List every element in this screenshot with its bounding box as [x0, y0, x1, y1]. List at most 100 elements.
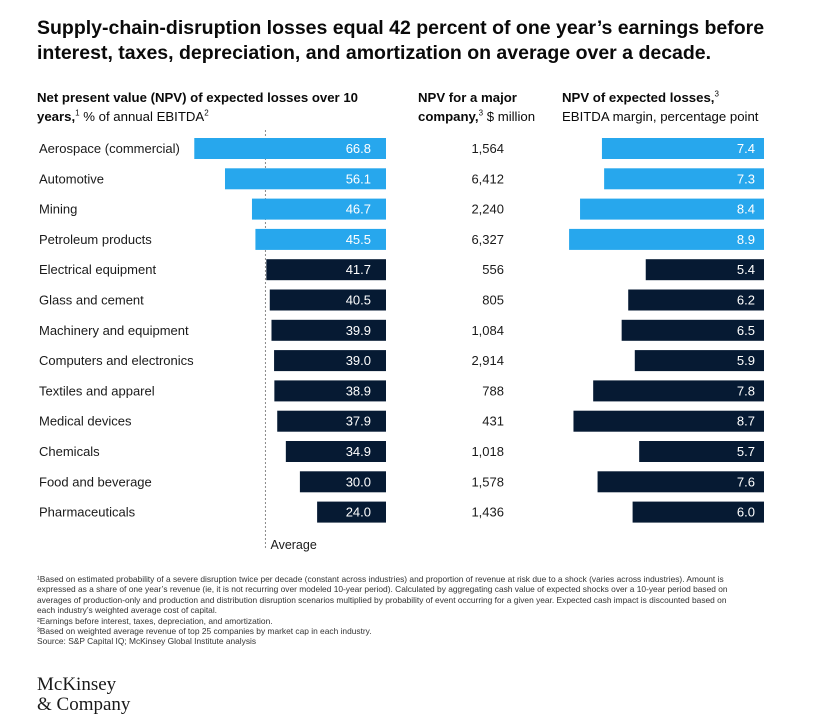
ebitda-margin-value-label: 5.7 — [737, 444, 755, 459]
header-ebitda-margin: NPV of expected losses,3 EBITDA margin, p… — [562, 88, 792, 126]
header-ebitda-sup: 3 — [714, 89, 719, 99]
npv-pct-bar — [224, 168, 386, 190]
header-npv-major-bold: NPV for a major company, — [418, 90, 517, 124]
footnotes: ¹Based on estimated probability of a sev… — [37, 574, 737, 647]
header-npv-pct-sup: 1 — [75, 108, 80, 118]
ebitda-margin-bar — [632, 501, 764, 523]
header-ebitda-bold: NPV of expected losses, — [562, 90, 715, 105]
npv-pct-bar — [266, 259, 386, 281]
ebitda-margin-value-label: 8.4 — [737, 202, 755, 217]
chart-title: Supply-chain-disruption losses equal 42 … — [37, 17, 765, 64]
npv-major-company-value: 6,412 — [471, 171, 504, 186]
header-ebitda-rest: EBITDA margin, percentage point — [562, 109, 759, 124]
npv-pct-bar — [285, 441, 386, 462]
ebitda-margin-bar — [621, 319, 764, 341]
footnote-1: ¹Based on estimated probability of a sev… — [37, 574, 728, 616]
npv-pct-bar — [277, 410, 386, 432]
footnote-2: ²Earnings before interest, taxes, deprec… — [37, 615, 273, 626]
ebitda-margin-bar — [569, 228, 764, 250]
npv-pct-bar — [269, 289, 386, 311]
header-npv-major-company: NPV for a major company,3 $ million — [418, 88, 558, 126]
npv-pct-bar — [194, 138, 386, 159]
ebitda-margin-value-label: 7.8 — [737, 383, 755, 398]
ebitda-margin-value-label: 8.9 — [737, 232, 755, 247]
header-npv-pct-sup2: 2 — [204, 108, 209, 118]
npv-major-company-value: 2,240 — [471, 202, 504, 217]
category-label: Aerospace (commercial) — [39, 141, 180, 156]
bar-chart: Average Aerospace (commercial) 66.8 1,564 7.… — [39, 130, 764, 552]
footnote-source: Source: S&P Capital IQ; McKinsey Global … — [37, 636, 257, 647]
category-label: Textiles and apparel — [39, 383, 155, 398]
category-label: Food and beverage — [39, 474, 152, 489]
npv-pct-bar — [299, 471, 386, 493]
npv-pct-value-label: 24.0 — [346, 505, 371, 520]
npv-pct-value-label: 46.7 — [346, 202, 371, 217]
npv-pct-value-label: 38.9 — [346, 383, 371, 398]
npv-pct-value-label: 41.7 — [346, 262, 371, 277]
ebitda-margin-bar — [597, 471, 764, 493]
ebitda-margin-bar — [580, 198, 764, 220]
ebitda-margin-value-label: 5.9 — [737, 353, 755, 368]
ebitda-margin-value-label: 8.7 — [737, 414, 755, 429]
ebitda-margin-bar — [593, 380, 764, 402]
ebitda-margin-value-label: 6.2 — [737, 293, 755, 308]
npv-major-company-value: 1,578 — [471, 474, 504, 489]
npv-major-company-value: 788 — [482, 383, 504, 398]
npv-pct-value-label: 39.9 — [346, 323, 371, 338]
category-label: Machinery and equipment — [39, 323, 189, 338]
ebitda-margin-value-label: 6.5 — [737, 323, 755, 338]
footnote-3: ³Based on weighted average revenue of to… — [37, 626, 372, 637]
logo-line-1: McKinsey — [37, 674, 117, 695]
ebitda-margin-value-label: 7.4 — [737, 141, 755, 156]
header-npv-pct-rest: % of annual EBITDA — [79, 109, 205, 124]
npv-major-company-value: 431 — [482, 414, 504, 429]
ebitda-margin-bar — [604, 168, 764, 190]
category-label: Medical devices — [39, 414, 132, 429]
average-label: Average — [270, 538, 316, 552]
npv-major-company-value: 1,564 — [471, 141, 504, 156]
ebitda-margin-value-label: 5.4 — [737, 262, 755, 277]
npv-pct-bar — [271, 319, 386, 341]
ebitda-margin-value-label: 7.6 — [737, 474, 755, 489]
ebitda-margin-bar — [601, 138, 764, 159]
npv-pct-bar — [251, 198, 386, 220]
npv-major-company-value: 1,084 — [471, 323, 504, 338]
category-label: Chemicals — [39, 444, 100, 459]
logo-line-2: & Company — [37, 694, 131, 715]
ebitda-margin-bar — [634, 350, 764, 372]
category-label: Petroleum products — [39, 232, 152, 247]
ebitda-margin-bar — [639, 441, 764, 462]
npv-pct-bar — [274, 350, 386, 372]
npv-major-company-value: 1,436 — [471, 505, 504, 520]
npv-pct-value-label: 39.0 — [346, 353, 371, 368]
npv-major-company-value: 805 — [482, 293, 504, 308]
header-npv-major-rest: $ million — [483, 109, 536, 124]
ebitda-margin-bar — [628, 289, 764, 311]
category-label: Electrical equipment — [39, 262, 156, 277]
header-npv-pct-ebitda: Net present value (NPV) of expected loss… — [37, 88, 397, 126]
npv-pct-bar — [274, 380, 386, 402]
ebitda-margin-value-label: 6.0 — [737, 505, 755, 520]
npv-major-company-value: 6,327 — [471, 232, 504, 247]
npv-pct-value-label: 30.0 — [346, 474, 371, 489]
npv-major-company-value: 2,914 — [471, 353, 504, 368]
npv-major-company-value: 1,018 — [471, 444, 504, 459]
npv-pct-value-label: 34.9 — [346, 444, 371, 459]
npv-pct-value-label: 66.8 — [346, 141, 371, 156]
npv-major-company-value: 556 — [482, 262, 504, 277]
category-label: Automotive — [39, 171, 104, 186]
ebitda-margin-value-label: 7.3 — [737, 171, 755, 186]
npv-pct-value-label: 56.1 — [346, 171, 371, 186]
category-label: Pharmaceuticals — [39, 505, 136, 520]
header-npv-major-sup: 3 — [478, 108, 484, 118]
header-npv-pct-bold: Net present value (NPV) of expected loss… — [37, 90, 359, 124]
npv-pct-value-label: 45.5 — [346, 232, 371, 247]
ebitda-margin-bar — [573, 410, 764, 432]
npv-pct-value-label: 40.5 — [346, 293, 371, 308]
npv-pct-bar — [317, 501, 386, 523]
npv-pct-value-label: 37.9 — [346, 414, 371, 429]
ebitda-margin-bar — [645, 259, 764, 281]
category-label: Mining — [39, 202, 77, 217]
npv-pct-bar — [255, 228, 386, 250]
category-label: Glass and cement — [39, 293, 144, 308]
